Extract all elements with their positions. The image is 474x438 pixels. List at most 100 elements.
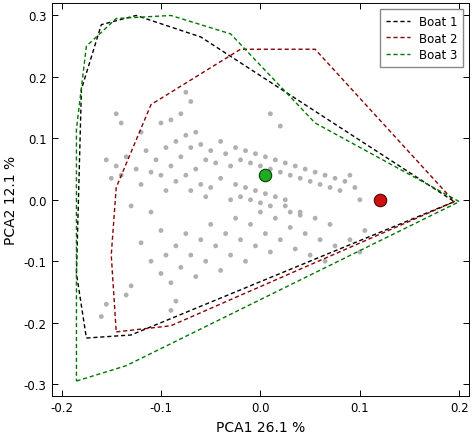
Boat 1 xyxy=(99,23,104,28)
Boat 1 xyxy=(198,35,204,40)
Point xyxy=(262,172,269,179)
Boat 3 xyxy=(73,332,79,338)
Point xyxy=(296,209,304,216)
Point xyxy=(217,175,224,182)
Point xyxy=(311,215,319,222)
Point xyxy=(182,172,190,179)
Boat 3 xyxy=(168,14,174,19)
Point xyxy=(182,132,190,139)
Point xyxy=(157,172,165,179)
Point xyxy=(217,267,224,274)
Boat 3 xyxy=(123,363,129,368)
Point xyxy=(122,154,130,161)
Boat 2 xyxy=(452,200,457,205)
Point xyxy=(207,221,215,228)
Legend: Boat 1, Boat 2, Boat 3: Boat 1, Boat 2, Boat 3 xyxy=(380,10,464,68)
Point xyxy=(286,224,294,231)
Point xyxy=(301,166,309,173)
Point xyxy=(142,148,150,155)
Point xyxy=(232,181,239,188)
Point xyxy=(311,169,319,176)
Point xyxy=(132,166,140,173)
Point xyxy=(147,209,155,216)
Point xyxy=(232,145,239,152)
Boat 2 xyxy=(113,329,119,335)
Boat 3 xyxy=(73,127,79,132)
Point xyxy=(177,154,185,161)
Point xyxy=(167,307,175,314)
Boat 1 xyxy=(83,336,89,341)
Point xyxy=(376,197,383,204)
Point xyxy=(167,117,175,124)
Point xyxy=(187,252,195,259)
Boat 3 xyxy=(73,378,79,384)
Point xyxy=(227,252,234,259)
Point xyxy=(356,197,364,204)
Point xyxy=(242,258,249,265)
Point xyxy=(128,283,135,290)
Point xyxy=(147,169,155,176)
Point xyxy=(321,172,329,179)
Line: Boat 3: Boat 3 xyxy=(76,16,459,381)
Point xyxy=(276,169,284,176)
Boat 1 xyxy=(128,332,134,338)
Point xyxy=(256,209,264,216)
Point xyxy=(331,243,339,250)
Point xyxy=(157,120,165,127)
Point xyxy=(202,194,210,201)
Point xyxy=(122,292,130,299)
Point xyxy=(282,203,289,210)
Boat 1 xyxy=(79,87,84,92)
Point xyxy=(256,200,264,207)
Point xyxy=(217,138,224,145)
Point xyxy=(112,111,120,118)
Boat 1 xyxy=(73,271,79,276)
Point xyxy=(262,230,269,237)
Point xyxy=(296,175,304,182)
X-axis label: PCA1 26.1 %: PCA1 26.1 % xyxy=(216,420,305,434)
Point xyxy=(192,166,200,173)
Point xyxy=(162,252,170,259)
Point xyxy=(266,249,274,256)
Point xyxy=(137,129,145,136)
Point xyxy=(197,181,205,188)
Point xyxy=(306,178,314,185)
Point xyxy=(207,184,215,191)
Point xyxy=(321,258,329,265)
Point xyxy=(177,111,185,118)
Boat 3 xyxy=(456,200,462,205)
Point xyxy=(187,99,195,106)
Point xyxy=(182,89,190,96)
Point xyxy=(246,221,254,228)
Point xyxy=(326,184,334,191)
Point xyxy=(336,187,344,194)
Point xyxy=(192,129,200,136)
Point xyxy=(252,243,259,250)
Point xyxy=(152,157,160,164)
Point xyxy=(157,227,165,234)
Point xyxy=(306,252,314,259)
Point xyxy=(167,279,175,286)
Point xyxy=(172,178,180,185)
Point xyxy=(292,163,299,170)
Boat 1 xyxy=(83,336,89,341)
Boat 1 xyxy=(83,336,89,341)
Point xyxy=(108,175,115,182)
Point xyxy=(262,191,269,198)
Point xyxy=(157,270,165,277)
Point xyxy=(282,197,289,204)
Point xyxy=(266,166,274,173)
Point xyxy=(272,215,279,222)
Point xyxy=(361,227,369,234)
Point xyxy=(172,298,180,305)
Point xyxy=(222,230,229,237)
Point xyxy=(227,163,234,170)
Boat 3 xyxy=(73,378,79,384)
Point xyxy=(246,197,254,204)
Point xyxy=(202,258,210,265)
Boat 2 xyxy=(148,102,154,108)
Point xyxy=(118,120,125,127)
Point xyxy=(316,181,324,188)
Point xyxy=(242,148,249,155)
Boat 2 xyxy=(113,329,119,335)
